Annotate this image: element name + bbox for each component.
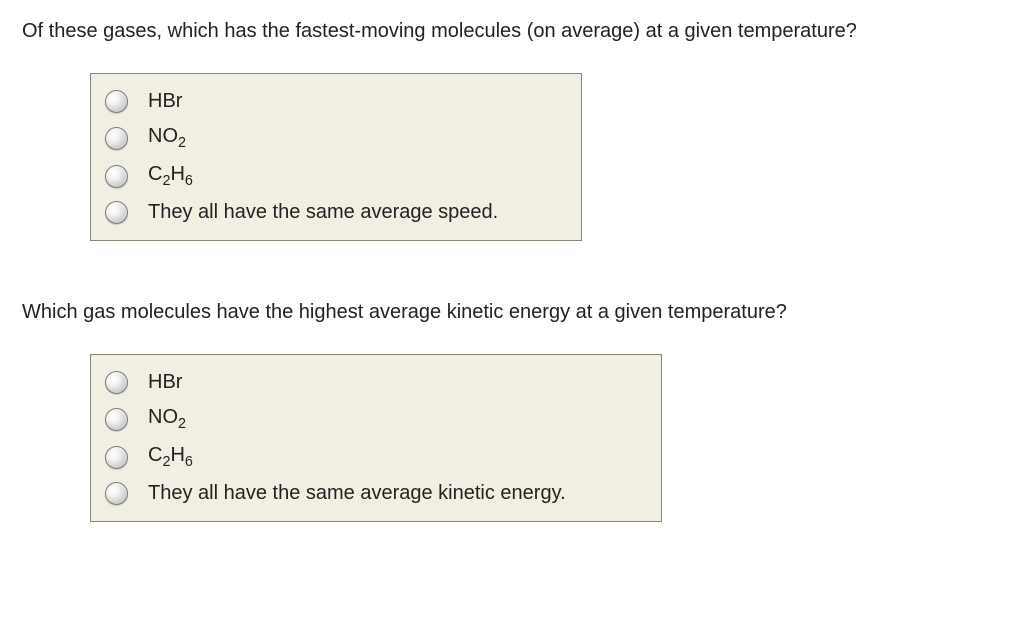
option-label: C2H6	[148, 163, 193, 189]
radio-icon[interactable]	[105, 127, 128, 150]
radio-icon[interactable]	[105, 201, 128, 224]
option-row[interactable]: HBr	[101, 365, 647, 400]
option-label: NO2	[148, 406, 186, 432]
option-label: They all have the same average kinetic e…	[148, 482, 566, 505]
option-label: They all have the same average speed.	[148, 201, 498, 224]
option-row[interactable]: C2H6	[101, 438, 647, 476]
option-row[interactable]: They all have the same average kinetic e…	[101, 476, 647, 511]
question-prompt: Of these gases, which has the fastest-mo…	[22, 18, 1002, 45]
option-row[interactable]: NO2	[101, 400, 647, 438]
option-row[interactable]: C2H6	[101, 157, 567, 195]
radio-icon[interactable]	[105, 446, 128, 469]
radio-icon[interactable]	[105, 371, 128, 394]
radio-icon[interactable]	[105, 90, 128, 113]
radio-icon[interactable]	[105, 482, 128, 505]
radio-icon[interactable]	[105, 408, 128, 431]
option-row[interactable]: NO2	[101, 119, 567, 157]
question-prompt: Which gas molecules have the highest ave…	[22, 299, 1002, 326]
question-block-1: Of these gases, which has the fastest-mo…	[22, 18, 1002, 299]
radio-icon[interactable]	[105, 165, 128, 188]
option-row[interactable]: HBr	[101, 84, 567, 119]
options-box: HBr NO2 C2H6 They all have the same aver…	[90, 73, 582, 241]
quiz-container: Of these gases, which has the fastest-mo…	[22, 18, 1002, 580]
option-label: HBr	[148, 371, 182, 394]
options-box: HBr NO2 C2H6 They all have the same aver…	[90, 354, 662, 522]
option-label: C2H6	[148, 444, 193, 470]
question-block-2: Which gas molecules have the highest ave…	[22, 299, 1002, 580]
option-label: NO2	[148, 125, 186, 151]
option-row[interactable]: They all have the same average speed.	[101, 195, 567, 230]
option-label: HBr	[148, 90, 182, 113]
